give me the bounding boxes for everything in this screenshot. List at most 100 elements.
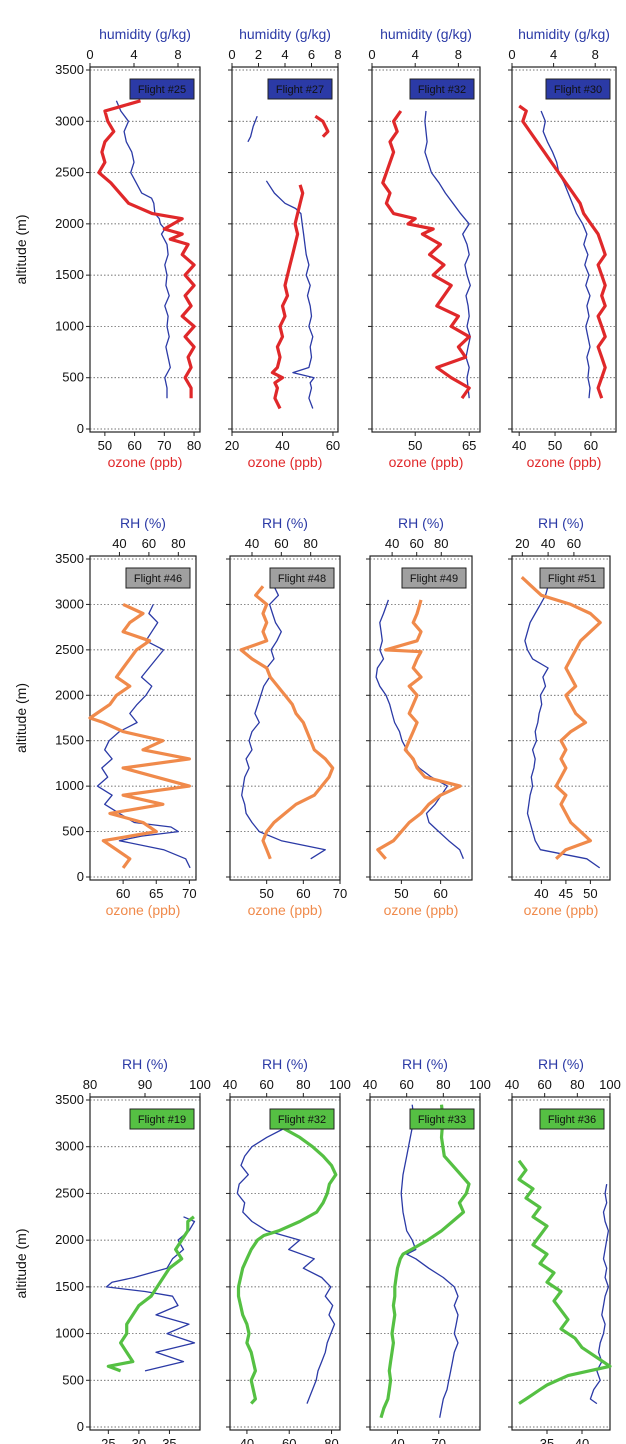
flight-flag-box bbox=[545, 78, 611, 100]
ozone-line bbox=[270, 184, 305, 410]
top-tick-label: 60 bbox=[259, 1077, 273, 1092]
flight-flag-box bbox=[539, 1108, 605, 1130]
top-axis-label: RH (%) bbox=[262, 1056, 308, 1072]
top-axis-label: humidity (g/kg) bbox=[380, 26, 472, 42]
y-tick-label: 500 bbox=[62, 1372, 84, 1387]
humidity-line bbox=[424, 110, 471, 399]
ozone-line bbox=[376, 599, 462, 860]
y-tick-label: 3500 bbox=[55, 1092, 84, 1107]
humidity-line bbox=[540, 110, 591, 399]
top-axis-label: RH (%) bbox=[120, 515, 166, 531]
bottom-tick-label: 40 bbox=[275, 438, 289, 453]
top-tick-label: 60 bbox=[567, 536, 581, 551]
top-axis-label: RH (%) bbox=[122, 1056, 168, 1072]
bottom-tick-label: 40 bbox=[390, 1436, 404, 1444]
panel-frame bbox=[511, 555, 611, 881]
top-tick-label: 100 bbox=[329, 1077, 351, 1092]
top-axis-label: RH (%) bbox=[262, 515, 308, 531]
ozone-line bbox=[381, 110, 471, 400]
flight-flag-box bbox=[269, 567, 335, 589]
bottom-tick-label: 35 bbox=[540, 1436, 554, 1444]
panel-4: 0 4 8 40 50 60 humidity (g/kg) ozone (ppb) Fligh… bbox=[508, 26, 617, 470]
y-tick-label: 1500 bbox=[55, 267, 84, 282]
top-tick-label: 40 bbox=[223, 1077, 237, 1092]
flight-flag-label: Flight #27 bbox=[276, 84, 324, 96]
top-tick-label: 0 bbox=[228, 47, 235, 62]
y-tick-label: 0 bbox=[77, 421, 84, 436]
y-tick-label: 1000 bbox=[55, 1326, 84, 1341]
top-axis-label: humidity (g/kg) bbox=[518, 26, 610, 42]
bottom-tick-label: 80 bbox=[187, 438, 201, 453]
y-tick-label: 2000 bbox=[55, 687, 84, 702]
bottom-axis-label: ozone (ppb) bbox=[389, 454, 464, 470]
bottom-axis-label: ozone (ppb) bbox=[527, 454, 602, 470]
bottom-axis-label: ozone (ppb) bbox=[248, 902, 323, 918]
y-tick-label: 2000 bbox=[55, 1232, 84, 1247]
top-tick-label: 8 bbox=[592, 47, 599, 62]
top-tick-label: 40 bbox=[385, 536, 399, 551]
humidity-line bbox=[247, 115, 258, 143]
ozone-line bbox=[106, 1215, 195, 1373]
flight-flag-box bbox=[125, 567, 191, 589]
panel-frame bbox=[89, 66, 201, 433]
flight-flag-label: Flight #49 bbox=[410, 573, 458, 585]
flight-flag-box bbox=[409, 78, 475, 100]
ozone-line bbox=[517, 1159, 612, 1405]
top-axis-label: RH (%) bbox=[538, 1056, 584, 1072]
flight-flag-label: Flight #30 bbox=[554, 84, 602, 96]
panel-2: 0 2 4 6 8 20 40 60 humidity (g/kg) ozone (ppb) Fli… bbox=[225, 26, 342, 470]
top-tick-label: 0 bbox=[368, 47, 375, 62]
panel-frame bbox=[229, 1096, 341, 1431]
top-tick-label: 40 bbox=[363, 1077, 377, 1092]
top-tick-label: 4 bbox=[281, 47, 288, 62]
y-axis-label: altitude (m) bbox=[13, 1228, 29, 1298]
bottom-tick-label: 40 bbox=[240, 1436, 254, 1444]
bottom-tick-label: 40 bbox=[575, 1436, 589, 1444]
top-tick-label: 80 bbox=[303, 536, 317, 551]
y-tick-label: 0 bbox=[77, 869, 84, 884]
panel-frame bbox=[511, 1096, 611, 1431]
y-tick-label: 3000 bbox=[55, 596, 84, 611]
bottom-tick-label: 50 bbox=[259, 886, 273, 901]
flight-flag-box bbox=[539, 567, 605, 589]
y-tick-label: 500 bbox=[62, 370, 84, 385]
bottom-tick-label: 65 bbox=[149, 886, 163, 901]
flight-flag-label: Flight #51 bbox=[548, 573, 596, 585]
top-tick-label: 8 bbox=[334, 47, 341, 62]
y-tick-label: 1500 bbox=[55, 733, 84, 748]
bottom-tick-label: 60 bbox=[296, 886, 310, 901]
ozone-line bbox=[97, 99, 196, 399]
y-tick-label: 500 bbox=[62, 824, 84, 839]
top-axis-label: RH (%) bbox=[538, 515, 584, 531]
panel-frame bbox=[371, 66, 481, 433]
humidity-line bbox=[236, 1127, 336, 1404]
y-tick-label: 1000 bbox=[55, 778, 84, 793]
flight-flag-box bbox=[129, 1108, 195, 1130]
flight-flag-box bbox=[129, 78, 195, 100]
top-tick-label: 60 bbox=[274, 536, 288, 551]
panel-6: 40 60 80 50 60 70 RH (%) ozone (ppb) Flight #48 bbox=[226, 515, 347, 918]
bottom-tick-label: 60 bbox=[127, 438, 141, 453]
panel-frame bbox=[229, 555, 341, 881]
ozone-line bbox=[88, 602, 191, 869]
flight-flag-label: Flight #19 bbox=[138, 1114, 186, 1126]
bottom-tick-label: 45 bbox=[559, 886, 573, 901]
bottom-tick-label: 30 bbox=[132, 1436, 146, 1444]
y-axis-label: altitude (m) bbox=[13, 214, 29, 284]
ozone-line bbox=[236, 1126, 338, 1405]
humidity-line bbox=[96, 604, 191, 869]
bottom-axis-label: ozone (ppb) bbox=[108, 454, 183, 470]
humidity-line bbox=[115, 100, 171, 399]
top-tick-label: 0 bbox=[508, 47, 515, 62]
top-tick-label: 80 bbox=[171, 536, 185, 551]
panel-5: 0 500 1000 1500 2000 2500 3000 3500 40 60 80 60 65 70… bbox=[13, 515, 197, 918]
top-tick-label: 60 bbox=[537, 1077, 551, 1092]
top-tick-label: 80 bbox=[296, 1077, 310, 1092]
y-tick-label: 2000 bbox=[55, 216, 84, 231]
bottom-tick-label: 60 bbox=[433, 886, 447, 901]
y-tick-label: 1000 bbox=[55, 318, 84, 333]
